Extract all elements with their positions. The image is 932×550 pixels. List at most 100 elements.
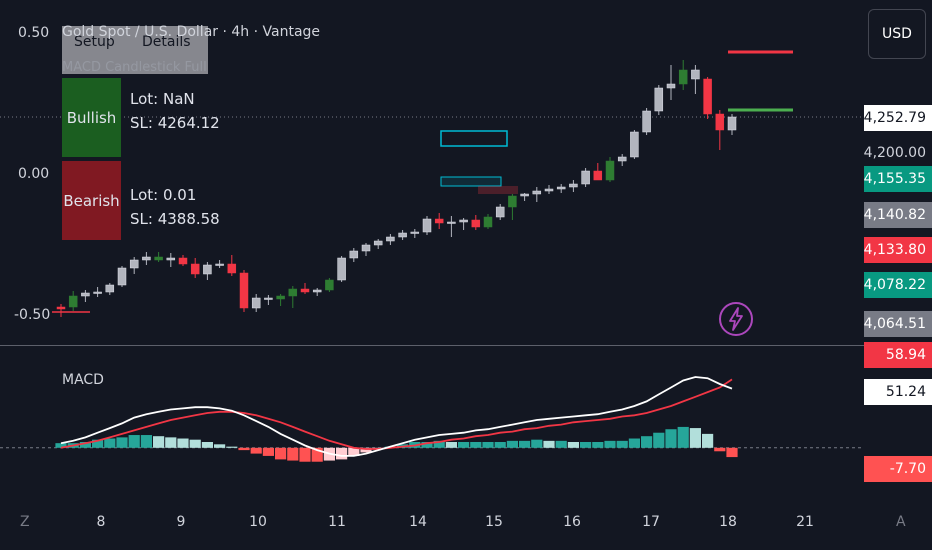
bearish-badge: Bearish [62, 161, 121, 240]
x-tick-label: 8 [96, 514, 106, 530]
candle-body [68, 295, 78, 308]
x-tick-label: 18 [719, 514, 737, 530]
candle-body [691, 69, 700, 80]
candle-body [166, 257, 176, 261]
price-badge: 4,133.80 [864, 237, 932, 263]
histogram-bar [433, 440, 445, 448]
bullish-sl: SL: 4264.12 [130, 114, 220, 132]
zone-rectangle [440, 130, 508, 147]
histogram-bar [458, 442, 470, 448]
candle-body [337, 257, 346, 281]
candle-body [178, 257, 188, 265]
tab-setup[interactable]: Setup [74, 34, 115, 50]
histogram-bar [226, 446, 238, 448]
histogram-bar [262, 447, 274, 456]
candle-body [434, 218, 444, 224]
candle-body [483, 216, 493, 228]
price-badge-last[interactable]: 4,252.79 [864, 105, 932, 131]
symbol-title: Gold Spot / U.S. Dollar · 4h · Vantage [62, 24, 321, 40]
zone-rectangle [478, 186, 518, 194]
candle-body [154, 256, 163, 261]
histogram-bar [580, 442, 592, 448]
x-tick-label: 15 [485, 514, 503, 530]
x-tick-label: 14 [409, 514, 427, 530]
histogram-bar [665, 429, 677, 448]
candle-body [264, 297, 273, 300]
candle-body [361, 244, 371, 252]
candle-body [105, 284, 115, 293]
histogram-bar [506, 440, 518, 448]
histogram-bar [128, 435, 140, 448]
histogram-bar [531, 439, 543, 448]
histogram-bar [519, 440, 531, 448]
candle-body [129, 259, 139, 269]
histogram-bar [628, 438, 640, 448]
histogram-bar [165, 437, 177, 448]
macd-badge: 51.24 [864, 379, 932, 405]
currency-button[interactable]: USD [868, 9, 926, 59]
candle-body [190, 263, 200, 275]
histogram-bar [555, 440, 567, 448]
candle-body [239, 272, 249, 309]
histogram-bar [616, 440, 628, 448]
histogram-bar [214, 444, 226, 448]
candle-body [495, 206, 505, 218]
histogram-bar [311, 447, 323, 462]
histogram-bar [238, 447, 250, 451]
zone-rectangle [440, 176, 502, 187]
candle-body [703, 78, 712, 115]
candle-body [215, 263, 224, 266]
candle-body [556, 186, 566, 190]
bullish-lot: Lot: NaN [130, 90, 195, 108]
histogram-bar [470, 442, 482, 448]
pane-separator[interactable] [0, 345, 932, 346]
histogram-bar [79, 442, 91, 448]
auto-scale-icon[interactable]: A [896, 514, 906, 530]
candle-body [56, 306, 66, 310]
candle-body [251, 297, 261, 309]
price-badge: 4,140.82 [864, 202, 932, 228]
histogram-bar [592, 442, 604, 448]
histogram-bar [702, 433, 714, 448]
bearish-lot: Lot: 0.01 [130, 186, 197, 204]
candle-body [142, 256, 151, 261]
x-tick-label: 16 [563, 514, 581, 530]
histogram-bar [92, 439, 104, 448]
histogram-bar [55, 443, 67, 448]
histogram-bar [336, 447, 348, 460]
histogram-bar [714, 447, 726, 452]
left-axis-label: -0.50 [14, 307, 51, 323]
candle-body [569, 183, 578, 188]
candle-body [642, 110, 651, 133]
candle-body [386, 236, 395, 242]
candle-body [447, 221, 456, 224]
histogram-bar [677, 426, 689, 448]
histogram-bar [689, 428, 701, 448]
tab-details[interactable]: Details [142, 34, 191, 50]
candle-body [605, 160, 615, 181]
candle-body [715, 113, 725, 131]
candle-body [93, 291, 102, 294]
candle-body [398, 232, 407, 238]
left-axis-label: 0.50 [18, 25, 50, 41]
histogram-bar [360, 447, 372, 453]
candle-body [581, 170, 590, 185]
histogram-bar [445, 442, 457, 448]
x-tick-label: 9 [176, 514, 186, 530]
candle-body [81, 292, 90, 297]
candle-body [630, 131, 639, 158]
candle-body [678, 69, 688, 85]
histogram-bar [421, 442, 433, 448]
histogram-bar [604, 440, 616, 448]
zoom-icon[interactable]: Z [20, 514, 30, 530]
histogram-bar [641, 436, 653, 448]
macd-label: MACD [62, 372, 104, 388]
candle-body [508, 195, 517, 208]
histogram-bar [348, 447, 360, 456]
price-label-round: 4,200.00 [864, 140, 932, 166]
histogram-bar [189, 439, 201, 448]
macd-line [60, 376, 733, 457]
histogram-bar [201, 442, 213, 448]
lightning-icon[interactable] [717, 300, 755, 338]
